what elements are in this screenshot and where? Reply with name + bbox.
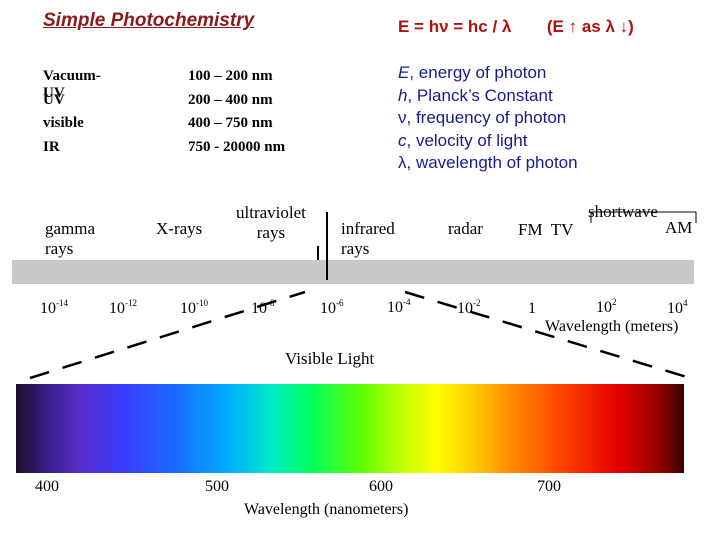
band-label-line: gamma [45,219,96,238]
band-label-am: AM [665,218,693,237]
definition-item: E, energy of photon [398,62,578,85]
trend-mid: as λ [581,17,615,36]
energy-formula: E = hν = hc / λ (E ↑ as λ ↓) [398,17,634,37]
definition-text: , frequency of photon [406,108,567,127]
range-value: 750 - 20000 nm [188,138,286,155]
wavelength-tick: 10-10 [180,298,208,317]
page-title: Simple Photochemistry [43,10,255,31]
wavelength-tick: 104 [667,298,688,317]
definition-symbol: c [398,130,407,150]
visible-tick: 400 [35,478,59,495]
zoom-line-left [29,290,306,380]
band-label-line: ultraviolet [236,203,306,222]
symbol-definitions: E, energy of photon h, Planck’s Constant… [398,62,578,175]
wavelength-tick: 102 [596,297,617,316]
wavelength-tick: 10-4 [387,297,411,316]
visible-tick: 500 [205,478,229,495]
range-name: IR [43,138,60,155]
definition-text: , Planck’s Constant [407,85,553,105]
visible-tick: 600 [369,478,393,495]
range-value: 400 – 750 nm [188,115,273,131]
trend-suffix: ) [628,17,634,36]
range-name: UV [43,91,65,108]
wavelength-tick: 10-6 [320,298,344,317]
range-value: 100 – 200 nm [188,68,273,84]
definition-symbol: h [398,85,408,105]
definition-symbol: λ [398,153,407,172]
definition-text: , energy of photon [409,63,547,82]
band-label-fm-tv: FM TV [518,220,574,239]
band-label-line: rays [45,239,74,258]
shortwave-bracket [590,211,697,223]
band-label-gamma: gamma rays [45,219,95,259]
zoom-line-right [404,290,691,380]
band-label-line: rays [341,239,370,258]
definition-text: , velocity of light [406,130,528,150]
visible-spectrum-bar [16,384,684,473]
visible-light-title: Visible Light [285,349,375,368]
wavelength-tick: 10-14 [40,298,68,317]
visible-axis-label: Wavelength (nanometers) [244,501,409,518]
definition-symbol: ν [398,108,407,127]
spectrum-bar [12,260,694,284]
band-label-ultraviolet: ultraviolet rays [236,203,306,243]
band-label-xrays: X-rays [156,219,203,238]
formula-text: E = hν = hc / λ [398,17,512,36]
up-arrow-icon: ↑ [568,17,578,36]
wavelength-tick: 1 [528,300,536,317]
range-name: Vacuum-UV [43,68,101,101]
definition-item: c, velocity of light [398,130,578,153]
down-arrow-icon: ↓ [619,17,629,36]
definition-item: λ, wavelength of photon [398,152,578,175]
definition-symbol: E [398,63,410,82]
band-label-radar: radar [448,219,483,238]
range-name: visible [43,115,84,131]
visible-tick: 700 [537,478,561,495]
wavelength-tick: 10-2 [457,298,481,317]
definition-item: h, Planck’s Constant [398,85,578,108]
definition-text: , wavelength of photon [406,153,578,172]
definition-item: ν, frequency of photon [398,107,578,130]
band-label-infrared: infrared rays [341,219,395,259]
band-label-line: rays [256,223,286,242]
wavelength-axis-label: Wavelength (meters) [545,318,679,335]
band-label-line: infrared [341,219,395,238]
trend-prefix: (E [546,17,564,36]
wavelength-tick: 10-12 [109,298,137,317]
range-value: 200 – 400 nm [188,91,273,108]
